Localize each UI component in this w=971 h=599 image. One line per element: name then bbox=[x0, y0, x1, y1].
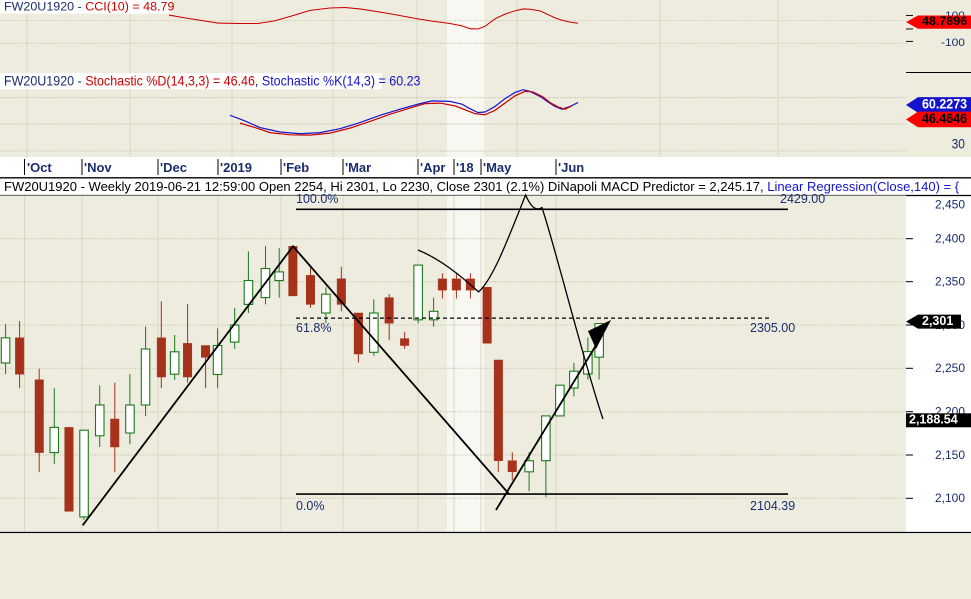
svg-text:2104.39: 2104.39 bbox=[750, 499, 795, 513]
svg-text:30: 30 bbox=[952, 138, 965, 153]
svg-text:'2019: '2019 bbox=[220, 160, 252, 175]
svg-text:0.0%: 0.0% bbox=[296, 499, 325, 513]
svg-text:'Mar: 'Mar bbox=[345, 160, 371, 175]
svg-text:2,188.54: 2,188.54 bbox=[909, 413, 958, 427]
svg-text:'18: '18 bbox=[456, 160, 474, 175]
svg-text:2,350: 2,350 bbox=[935, 275, 965, 289]
svg-text:'May: 'May bbox=[483, 160, 512, 175]
svg-text:2,100: 2,100 bbox=[935, 491, 965, 505]
svg-text:100.0%: 100.0% bbox=[296, 192, 338, 206]
svg-text:2,450: 2,450 bbox=[935, 198, 965, 212]
svg-text:46.4646: 46.4646 bbox=[922, 111, 967, 127]
svg-text:2,301: 2,301 bbox=[922, 314, 953, 328]
svg-text:61.8%: 61.8% bbox=[296, 321, 331, 335]
svg-text:'Jun: 'Jun bbox=[558, 160, 584, 175]
svg-text:FW20U1920 - Stochastic %D(14,3: FW20U1920 - Stochastic %D(14,3,3) = 46.4… bbox=[4, 73, 421, 88]
svg-text:-100: -100 bbox=[941, 36, 966, 49]
svg-text:'Oct: 'Oct bbox=[27, 160, 52, 175]
svg-text:60.2273: 60.2273 bbox=[922, 96, 967, 112]
svg-text:48.7896: 48.7896 bbox=[922, 14, 967, 28]
svg-text:2305.00: 2305.00 bbox=[750, 321, 795, 335]
svg-text:'Apr: 'Apr bbox=[420, 160, 445, 175]
svg-text:2,150: 2,150 bbox=[935, 448, 965, 462]
svg-text:'Nov: 'Nov bbox=[84, 160, 112, 175]
svg-text:'Dec: 'Dec bbox=[160, 160, 187, 175]
svg-text:FW20U1920 - CCI(10) = 48.79: FW20U1920 - CCI(10) = 48.79 bbox=[4, 0, 175, 13]
svg-text:'Feb: 'Feb bbox=[283, 160, 309, 175]
svg-text:2,250: 2,250 bbox=[935, 361, 965, 375]
svg-text:2429.00: 2429.00 bbox=[780, 192, 825, 206]
svg-text:2,400: 2,400 bbox=[935, 232, 965, 246]
